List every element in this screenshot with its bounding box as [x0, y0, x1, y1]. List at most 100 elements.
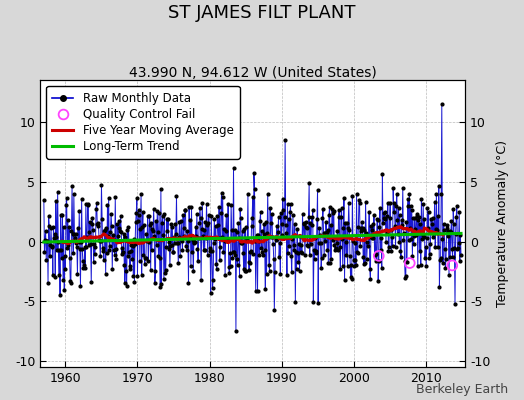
Point [323, 227, 332, 234]
Point [314, 300, 322, 306]
Point [197, 277, 205, 283]
Point [290, 247, 298, 254]
Point [379, 219, 387, 226]
Point [264, 190, 272, 197]
Point [260, 220, 268, 227]
Point [314, 240, 323, 246]
Point [83, 202, 92, 209]
Point [319, 230, 328, 236]
Point [199, 233, 207, 239]
Point [250, 186, 259, 192]
Point [301, 252, 309, 258]
Point [145, 212, 154, 219]
Y-axis label: Temperature Anomaly (°C): Temperature Anomaly (°C) [496, 140, 509, 307]
Point [455, 209, 463, 216]
Point [417, 196, 425, 202]
Point [273, 236, 281, 242]
Point [415, 214, 423, 220]
Point [450, 244, 458, 251]
Point [198, 225, 206, 232]
Point [398, 222, 407, 229]
Point [345, 227, 354, 234]
Point [253, 232, 261, 238]
Point [419, 201, 428, 208]
Point [95, 237, 103, 243]
Point [55, 247, 63, 253]
Point [289, 242, 298, 248]
Point [246, 260, 255, 267]
Point [281, 137, 289, 143]
Point [234, 261, 242, 268]
Point [99, 244, 107, 251]
Point [150, 232, 158, 239]
Point [123, 282, 131, 289]
Point [374, 277, 383, 284]
Point [132, 210, 140, 216]
Point [332, 235, 341, 242]
Point [343, 262, 352, 269]
Point [354, 224, 363, 230]
Point [162, 216, 171, 222]
Point [45, 223, 53, 230]
Point [214, 222, 222, 229]
Point [191, 239, 199, 245]
Point [81, 265, 90, 271]
Point [162, 244, 170, 250]
Point [400, 230, 408, 236]
Point [405, 190, 413, 197]
Point [181, 207, 190, 214]
Point [179, 212, 187, 218]
Point [94, 220, 103, 227]
Point [139, 209, 147, 215]
Point [403, 258, 411, 265]
Point [304, 214, 313, 220]
Point [79, 258, 87, 264]
Point [265, 268, 274, 274]
Point [138, 224, 147, 230]
Point [231, 252, 239, 258]
Point [392, 191, 401, 197]
Point [267, 233, 275, 240]
Point [297, 249, 305, 255]
Point [204, 220, 213, 226]
Point [200, 227, 209, 233]
Point [435, 284, 444, 290]
Point [194, 235, 203, 241]
Point [182, 247, 191, 254]
Point [185, 234, 194, 240]
Point [351, 257, 359, 263]
Point [46, 242, 54, 248]
Point [308, 222, 316, 228]
Point [319, 206, 327, 212]
Point [239, 250, 247, 256]
Point [209, 276, 217, 283]
Point [223, 236, 232, 242]
Point [168, 242, 176, 248]
Point [52, 234, 61, 240]
Point [296, 233, 304, 239]
Point [135, 207, 143, 213]
Point [170, 240, 179, 246]
Point [357, 228, 366, 234]
Point [407, 203, 415, 210]
Point [169, 249, 178, 256]
Point [247, 248, 255, 254]
Point [95, 238, 104, 244]
Point [376, 205, 384, 212]
Point [144, 258, 152, 264]
Point [164, 216, 172, 222]
Point [120, 262, 128, 268]
Point [222, 228, 230, 234]
Point [256, 209, 265, 216]
Point [227, 226, 236, 233]
Point [294, 241, 303, 247]
Point [305, 252, 314, 258]
Point [263, 271, 271, 278]
Point [279, 196, 287, 202]
Point [66, 278, 74, 284]
Point [213, 266, 221, 272]
Point [286, 209, 294, 215]
Point [252, 235, 260, 242]
Point [49, 224, 58, 230]
Point [350, 262, 358, 269]
